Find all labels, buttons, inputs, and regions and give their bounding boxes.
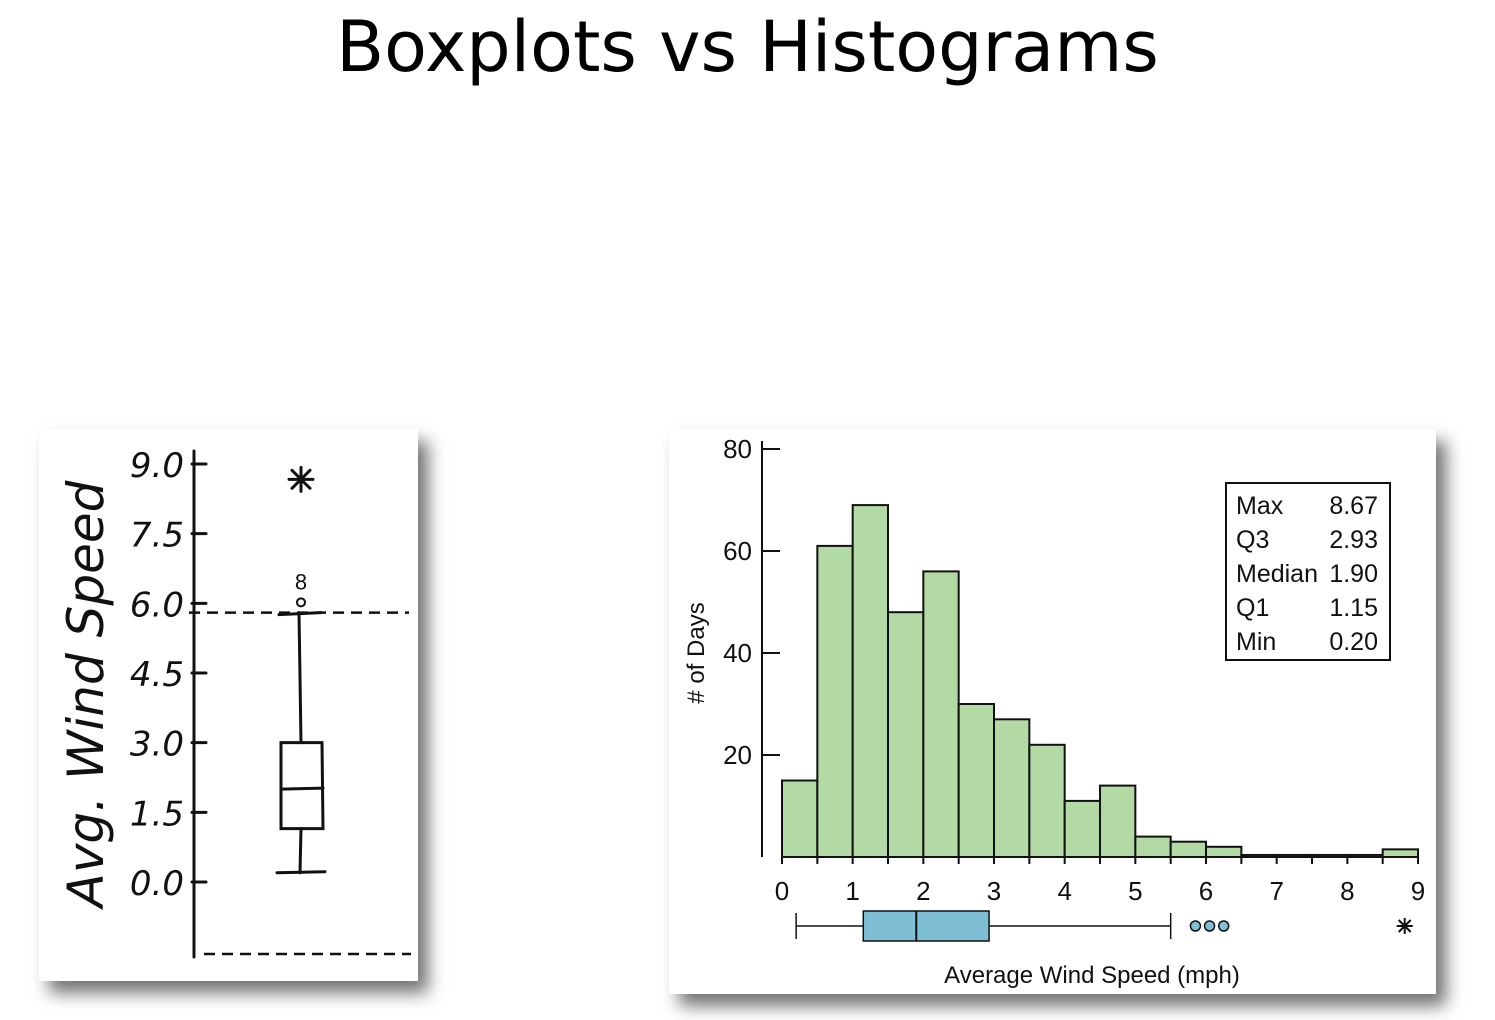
lower-whisker	[298, 827, 303, 875]
x-tick-label: 8	[1340, 876, 1354, 906]
y-tick-label: 4.5	[130, 655, 184, 695]
box-iqr	[862, 910, 990, 942]
slide-title: Boxplots vs Histograms	[336, 6, 1159, 88]
y-axis-label: Avg. Wind Speed	[57, 480, 115, 910]
outlier-circle	[1217, 920, 1230, 932]
outlier-asterisk	[1396, 918, 1413, 934]
y-tick-label: 1.5	[130, 794, 184, 834]
stats-value: 2.93	[1329, 526, 1378, 554]
y-tick-label: 20	[723, 740, 752, 770]
x-tick-label: 5	[1128, 876, 1142, 906]
histogram-bar	[993, 718, 1031, 858]
upper-whisker	[297, 611, 303, 745]
hand-drawn-boxplot: Avg. Wind Speed 9.0 7.5 6.0 4.5 3.0 1.5 0.0 8	[57, 446, 411, 959]
histogram-bar	[1205, 845, 1243, 858]
histogram-bar	[1381, 848, 1420, 859]
outlier-label: 8	[295, 569, 307, 594]
stats-label: Min	[1236, 628, 1276, 656]
histogram-bar	[957, 703, 996, 858]
stats-label: Median	[1236, 560, 1318, 588]
x-tick-label: 3	[987, 876, 1001, 906]
y-tick-label: 9.0	[130, 446, 184, 486]
upper-whisker-cap	[277, 611, 323, 617]
y-tick-label: 80	[723, 434, 752, 464]
median-line	[279, 786, 325, 791]
histogram-bar	[781, 779, 819, 858]
stats-label: Q1	[1236, 594, 1269, 622]
outlier-circle	[1203, 920, 1216, 932]
y-tick-label: 40	[723, 638, 752, 668]
summary-stats-table: Max 8.67 Q3 2.93 Median 1.90 Q1 1.15 Min 0.20	[1225, 482, 1391, 661]
histogram-bar	[1134, 835, 1172, 859]
stats-value: 1.90	[1329, 560, 1378, 588]
y-tick-label: 0.0	[130, 864, 184, 904]
stats-table-border	[1225, 482, 1391, 661]
x-tick-label: 2	[916, 876, 930, 906]
y-tick-label: 3.0	[130, 725, 184, 765]
histogram-panel: 20 40 60 80 # of Days 0 1 2 3 4 5 6 7 8 9 Max 8.67 Q3 2.93…	[669, 429, 1436, 994]
x-tick-label: 4	[1057, 876, 1071, 906]
asterisk-stroke	[1398, 919, 1412, 933]
y-tick-label: 6.0	[130, 585, 184, 625]
box-iqr	[279, 741, 325, 831]
x-tick-label: 0	[775, 876, 789, 906]
stats-value: 8.67	[1329, 492, 1378, 520]
histogram-bar	[816, 544, 854, 859]
hand-drawn-boxplot-panel: Avg. Wind Speed 9.0 7.5 6.0 4.5 3.0 1.5 0.0 8	[39, 429, 418, 981]
histogram-bar	[922, 570, 960, 858]
outlier-asterisk	[287, 465, 315, 493]
x-tick-label: 9	[1411, 876, 1425, 906]
stats-label: Q3	[1236, 526, 1269, 554]
x-tick-label: 7	[1269, 876, 1283, 906]
y-tick-label: 60	[723, 536, 752, 566]
outlier-circle	[1189, 920, 1202, 932]
histogram-bar	[1063, 799, 1102, 858]
asterisk-stroke	[290, 468, 312, 490]
x-axis-title: Average Wind Speed (mph)	[944, 962, 1240, 989]
x-tick-label: 6	[1199, 876, 1213, 906]
stats-value: 0.20	[1329, 628, 1378, 656]
stats-value: 1.15	[1329, 594, 1378, 622]
outlier-circle	[296, 597, 306, 608]
x-tick-label: 1	[845, 876, 859, 906]
stats-label: Max	[1236, 492, 1284, 520]
histogram-bar	[1099, 784, 1137, 859]
histogram-bar	[851, 504, 890, 858]
y-tick-label: 7.5	[130, 516, 184, 556]
histogram-bar	[1028, 743, 1066, 858]
lower-whisker-cap	[275, 870, 327, 875]
y-axis-title: # of Days	[683, 602, 710, 703]
histogram-bar	[1169, 840, 1208, 859]
histogram-bar	[887, 611, 925, 858]
histogram-chart: 20 40 60 80 # of Days 0 1 2 3 4 5 6 7 8 9 Max 8.67 Q3 2.93…	[683, 434, 1425, 989]
